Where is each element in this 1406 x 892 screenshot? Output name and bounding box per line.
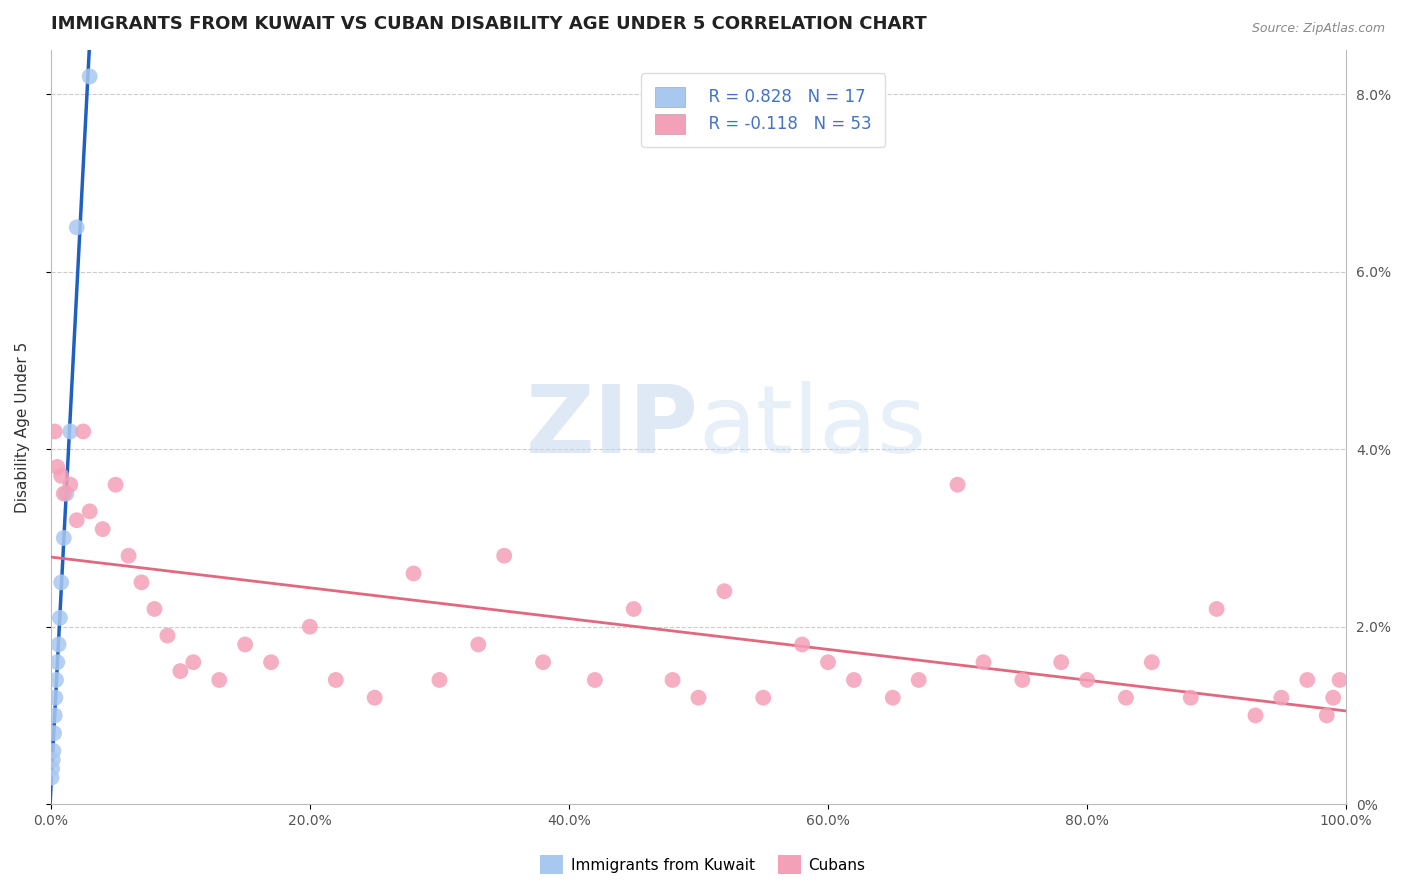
Point [41, 771, 63, 785]
Point [752, 690, 775, 705]
Point [298, 620, 321, 634]
Point [55, 486, 77, 500]
Y-axis label: Disability Age Under 5: Disability Age Under 5 [15, 342, 30, 513]
Point [1322, 690, 1344, 705]
Point [790, 637, 813, 651]
Point [688, 690, 710, 705]
Point [583, 673, 606, 687]
Point [972, 655, 994, 669]
Point [49, 611, 72, 625]
Point [72, 425, 94, 439]
Point [117, 549, 139, 563]
Text: ZIP: ZIP [526, 381, 699, 473]
Point [260, 655, 283, 669]
Point [661, 673, 683, 687]
Point [1270, 690, 1292, 705]
Text: atlas: atlas [699, 381, 927, 473]
Point [51, 575, 73, 590]
Point [1140, 655, 1163, 669]
Point [48, 637, 70, 651]
Point [66, 513, 89, 527]
Point [91, 522, 114, 536]
Point [494, 549, 516, 563]
Point [402, 566, 425, 581]
Text: IMMIGRANTS FROM KUWAIT VS CUBAN DISABILITY AGE UNDER 5 CORRELATION CHART: IMMIGRANTS FROM KUWAIT VS CUBAN DISABILI… [51, 15, 927, 33]
Point [233, 637, 256, 651]
Point [79, 504, 101, 518]
Point [104, 477, 127, 491]
Text: Source: ZipAtlas.com: Source: ZipAtlas.com [1251, 22, 1385, 36]
Point [817, 655, 839, 669]
Point [143, 602, 166, 616]
Point [1244, 708, 1267, 723]
Point [181, 655, 204, 669]
Point [44, 690, 66, 705]
Point [66, 220, 89, 235]
Point [1180, 690, 1202, 705]
Point [429, 673, 451, 687]
Point [42, 744, 65, 758]
Point [467, 637, 489, 651]
Point [156, 629, 179, 643]
Point [1076, 673, 1098, 687]
Point [44, 708, 66, 723]
Point [46, 655, 69, 669]
Point [1329, 673, 1351, 687]
Point [59, 425, 82, 439]
Point [1205, 602, 1227, 616]
Point [42, 753, 65, 767]
Point [907, 673, 929, 687]
Point [51, 468, 73, 483]
Point [531, 655, 554, 669]
Point [1296, 673, 1319, 687]
Point [169, 664, 191, 678]
Point [42, 726, 65, 740]
Point [713, 584, 735, 599]
Point [44, 425, 66, 439]
Point [45, 673, 67, 687]
Point [363, 690, 385, 705]
Point [1115, 690, 1137, 705]
Point [1050, 655, 1073, 669]
Point [41, 762, 63, 776]
Point [325, 673, 347, 687]
Point [131, 575, 153, 590]
Point [79, 70, 101, 84]
Point [46, 460, 69, 475]
Point [623, 602, 645, 616]
Point [842, 673, 865, 687]
Point [1316, 708, 1339, 723]
Point [59, 477, 82, 491]
Point [882, 690, 904, 705]
Point [52, 486, 75, 500]
Point [946, 477, 969, 491]
Point [52, 531, 75, 545]
Legend: Immigrants from Kuwait, Cubans: Immigrants from Kuwait, Cubans [534, 849, 872, 880]
Point [208, 673, 231, 687]
Point [1011, 673, 1033, 687]
Legend:   R = 0.828   N = 17,   R = -0.118   N = 53: R = 0.828 N = 17, R = -0.118 N = 53 [641, 73, 884, 147]
